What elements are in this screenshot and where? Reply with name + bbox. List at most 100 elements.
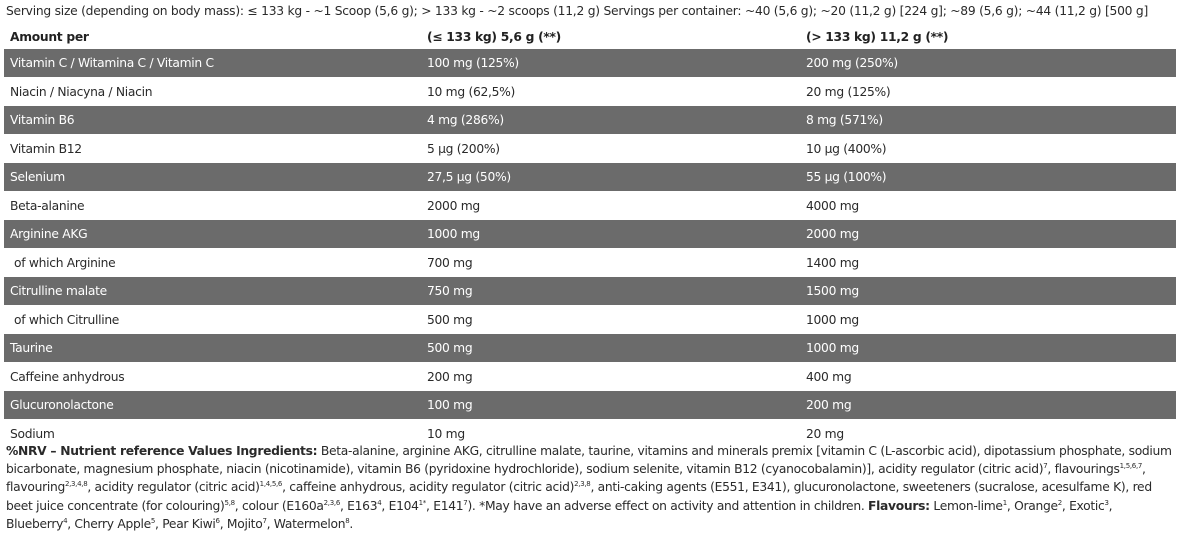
amount-double: 1000 mg (806, 305, 1176, 334)
footnote: 4 (377, 498, 382, 507)
amount-single: 10 mg (427, 419, 806, 448)
table-row: Vitamin B12 5 µg (200%) 10 µg (400%) (4, 134, 1176, 163)
table-row: Glucuronolactone 100 mg 200 mg (4, 391, 1176, 420)
amount-double: 20 mg (806, 419, 1176, 448)
amount-single: 100 mg (125%) (427, 49, 806, 78)
footnote: 5 (150, 516, 156, 525)
table-row: Caffeine anhydrous 200 mg 400 mg (4, 362, 1176, 391)
ingredients-text: , anti-caking agents (E551, E341), glucu… (6, 480, 1152, 513)
footnote: 2 (1057, 498, 1062, 507)
amount-double: 10 µg (400%) (806, 134, 1176, 163)
flavour-item: , Blueberry (6, 498, 1113, 531)
amount-single: 2000 mg (427, 191, 806, 220)
table-row: Arginine AKG 1000 mg 2000 mg (4, 220, 1176, 249)
flavour-item: , Cherry Apple (67, 516, 151, 531)
amount-double: 200 mg (806, 391, 1176, 420)
footnote: 1,4,5,6 (259, 480, 283, 489)
amount-single: 27,5 µg (50%) (427, 163, 806, 192)
amount-double: 55 µg (100%) (806, 163, 1176, 192)
footnote: 1* (418, 498, 427, 507)
nutrient-name: of which Citrulline (4, 305, 427, 334)
footnote: 8 (345, 516, 350, 525)
ingredients-text: ). *May have an adverse effect on activi… (467, 498, 869, 513)
footnote: 7 (262, 516, 267, 525)
amount-single: 700 mg (427, 248, 806, 277)
table-row: Taurine 500 mg 1000 mg (4, 334, 1176, 363)
amount-single: 500 mg (427, 305, 806, 334)
table-row: of which Arginine 700 mg 1400 mg (4, 248, 1176, 277)
amount-double: 1500 mg (806, 277, 1176, 306)
footnote: 6 (215, 516, 220, 525)
flavour-item: Lemon-lime (929, 498, 1003, 513)
flavours-list: Lemon-lime1, Orange2, Exotic3, Blueberry… (6, 498, 1113, 531)
amount-single: 1000 mg (427, 220, 806, 249)
table-row: of which Citrulline 500 mg 1000 mg (4, 305, 1176, 334)
table-row: Citrulline malate 750 mg 1500 mg (4, 277, 1176, 306)
nutrient-name: Vitamin B12 (4, 134, 427, 163)
ingredients-text: , acidity regulator (citric acid) (87, 480, 260, 495)
amount-double: 1400 mg (806, 248, 1176, 277)
table-row: Niacin / Niacyna / Niacin 10 mg (62,5%) 20… (4, 77, 1176, 106)
footnote: 1 (1002, 498, 1007, 507)
nutrient-name: Selenium (4, 163, 427, 192)
amount-single: 5 µg (200%) (427, 134, 806, 163)
footnote: 7 (1043, 462, 1048, 471)
table-row: Vitamin C / Witamina C / Vitamin C 100 mg… (4, 49, 1176, 78)
ingredients-text: , flavourings (1047, 462, 1120, 477)
nutrient-name: Arginine AKG (4, 220, 427, 249)
header-double-serving: (> 133 kg) 11,2 g (**) (806, 29, 949, 44)
header-amount-per: Amount per (10, 29, 89, 44)
flavour-item: , Watermelon (266, 516, 346, 531)
nutrient-name: Beta-alanine (4, 191, 427, 220)
ingredients-text: , E141 (426, 498, 464, 513)
nutrient-name: of which Arginine (4, 248, 427, 277)
header-single-serving: (≤ 133 kg) 5,6 g (**) (427, 29, 561, 44)
ingredients-text: , caffeine anhydrous, acidity regulator … (282, 480, 575, 495)
amount-double: 2000 mg (806, 220, 1176, 249)
amount-single: 10 mg (62,5%) (427, 77, 806, 106)
amount-single: 500 mg (427, 334, 806, 363)
table-header-row: Amount per (≤ 133 kg) 5,6 g (**) (> 133 … (4, 24, 1176, 49)
ingredients-text: , colour (E160a (234, 498, 324, 513)
amount-single: 100 mg (427, 391, 806, 420)
footnote: 4 (63, 516, 68, 525)
amount-double: 400 mg (806, 362, 1176, 391)
flavour-item: , Exotic (1061, 498, 1105, 513)
flavour-item: , Pear Kiwi (155, 516, 216, 531)
ingredients-text: . (349, 516, 353, 531)
footnote: 7 (463, 498, 468, 507)
ingredients-text: , flavouring (6, 462, 1146, 495)
amount-double: 200 mg (250%) (806, 49, 1176, 78)
ingredients-text: , E104 (381, 498, 419, 513)
amount-double: 20 mg (125%) (806, 77, 1176, 106)
amount-double: 4000 mg (806, 191, 1176, 220)
flavour-item: , Mojito (219, 516, 263, 531)
nutrient-name: Citrulline malate (4, 277, 427, 306)
table-row: Beta-alanine 2000 mg 4000 mg (4, 191, 1176, 220)
ingredients-text: , E163 (339, 498, 378, 513)
nutrition-table: Amount per (≤ 133 kg) 5,6 g (**) (> 133 … (4, 24, 1176, 448)
nutrient-name: Vitamin B6 (4, 106, 427, 135)
table-row: Vitamin B6 4 mg (286%) 8 mg (571%) (4, 106, 1176, 135)
nutrient-name: Taurine (4, 334, 427, 363)
footnote: 3 (1104, 498, 1109, 507)
amount-single: 4 mg (286%) (427, 106, 806, 135)
nutrient-name: Caffeine anhydrous (4, 362, 427, 391)
amount-single: 750 mg (427, 277, 806, 306)
amount-double: 8 mg (571%) (806, 106, 1176, 135)
flavours-heading: Flavours: (868, 498, 930, 513)
nutrient-name: Glucuronolactone (4, 391, 427, 420)
footnote: 2,3,6 (323, 498, 341, 507)
footnote: 5,8 (224, 498, 236, 507)
table-row: Selenium 27,5 µg (50%) 55 µg (100%) (4, 163, 1176, 192)
table-row: Sodium 10 mg 20 mg (4, 419, 1176, 448)
flavour-item: , Orange (1006, 498, 1058, 513)
serving-size-text: Serving size (depending on body mass): ≤… (6, 4, 1149, 18)
nutrient-name: Sodium (4, 419, 427, 448)
amount-single: 200 mg (427, 362, 806, 391)
nrv-ingredients-heading: %NRV – Nutrient reference Values Ingredi… (6, 444, 318, 458)
footnote: 1,5,6,7 (1119, 462, 1143, 471)
nutrient-name: Vitamin C / Witamina C / Vitamin C (4, 49, 427, 78)
nutrient-name: Niacin / Niacyna / Niacin (4, 77, 427, 106)
ingredients-notes: %NRV – Nutrient reference Values Ingredi… (6, 442, 1178, 533)
